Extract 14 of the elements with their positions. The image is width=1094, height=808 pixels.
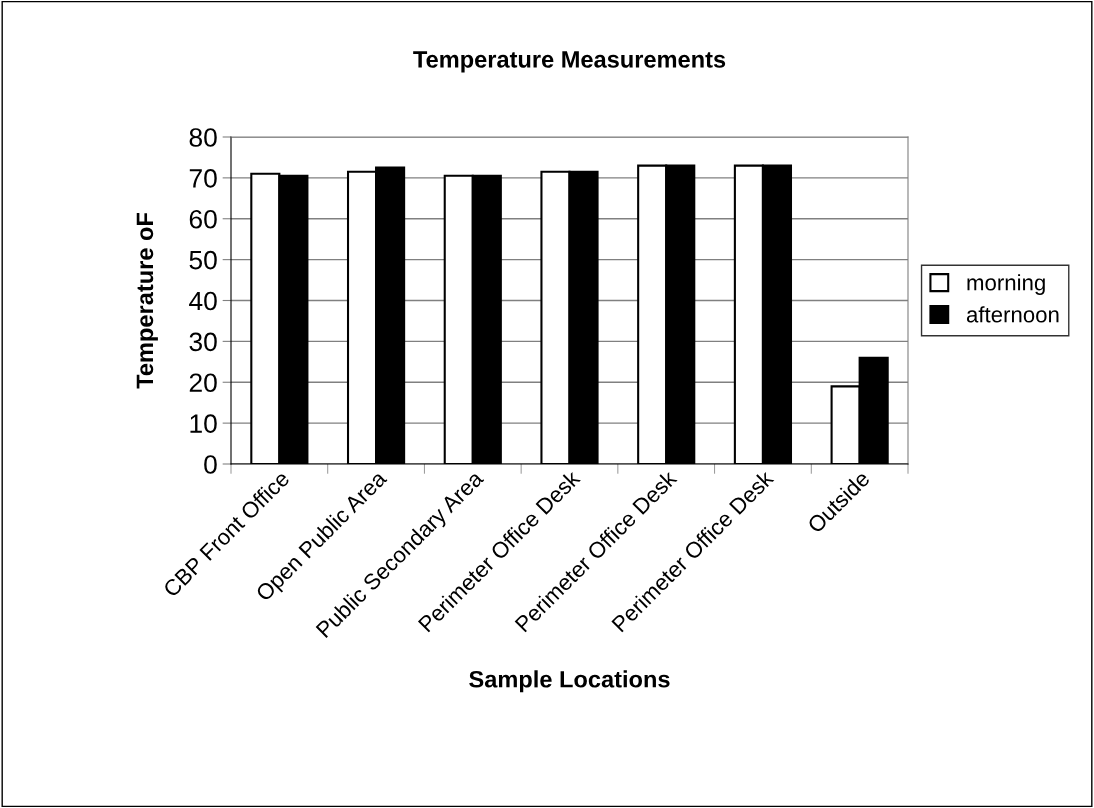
y-axis-title: Temperature oF (136, 213, 158, 389)
y-tick-label: 10 (190, 414, 217, 433)
x-axis-title: Sample Locations (469, 670, 670, 693)
y-tick-label: 80 (189, 128, 217, 147)
y-tick-label: 40 (189, 291, 217, 311)
y-tick-label: 70 (189, 169, 217, 188)
y-tick-label: 0 (204, 455, 217, 474)
y-tick-label: 30 (189, 332, 217, 352)
legend-label: afternoon (966, 306, 1059, 323)
chart-title: Temperature Measurements (413, 51, 726, 73)
y-tick-label: 50 (189, 250, 217, 270)
y-tick-label: 20 (189, 373, 217, 393)
y-tick-label: 60 (189, 209, 217, 229)
legend-label: morning (967, 274, 1045, 295)
